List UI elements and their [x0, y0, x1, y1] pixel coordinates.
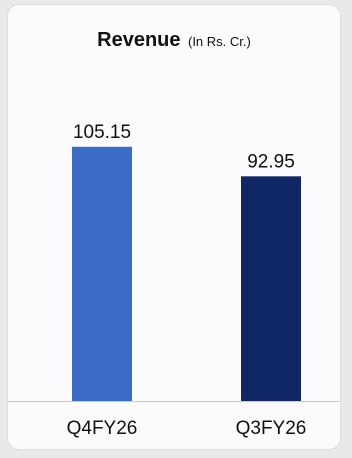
- bar-q3fy26: [241, 176, 301, 401]
- category-label-q3fy26: Q3FY26: [236, 418, 307, 439]
- value-label-q4fy26: 105.15: [73, 122, 131, 143]
- category-label-q4fy26: Q4FY26: [67, 418, 138, 439]
- chart-card: Revenue (In Rs. Cr.) 105.15 Q4FY26 92.95 Q3…: [7, 4, 341, 450]
- bar-chart: 105.15 Q4FY26 92.95 Q3FY26: [8, 122, 340, 439]
- chart-title-unit: (In Rs. Cr.): [187, 34, 251, 49]
- chart-title-main: Revenue: [97, 29, 181, 51]
- value-label-q3fy26: 92.95: [247, 151, 295, 172]
- bars-group: 105.15 Q4FY26 92.95 Q3FY26: [67, 122, 307, 439]
- bar-q4fy26: [72, 146, 132, 401]
- chart-title: Revenue (In Rs. Cr.): [8, 29, 340, 52]
